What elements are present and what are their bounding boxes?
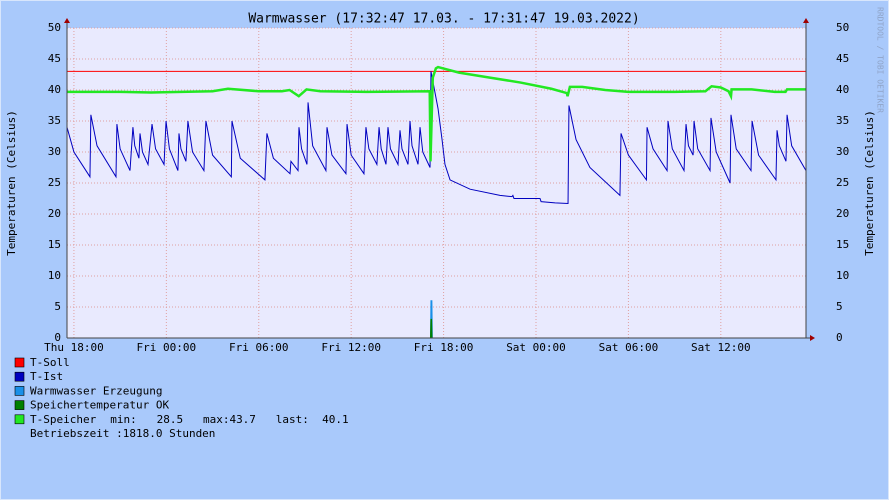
y-tick-label: 5 [54,300,61,313]
line [67,65,806,162]
y2-tick-label: 20 [836,207,849,220]
line [66,71,807,204]
legend-swatch [14,400,25,410]
x-tick-label: Sat 00:00 [506,341,566,354]
y-tick-label: 50 [48,21,61,34]
y-tick-label: 30 [48,145,61,158]
comment: Betriebszeit :1818.0 Stunden [30,427,215,440]
area [429,318,433,339]
y2-tick-label: 0 [836,331,843,344]
axis-arrow [64,18,70,23]
y2-tick-label: 15 [836,238,849,251]
chart-title: Warmwasser (17:32:47 17.03. - 17:31:47 1… [248,12,639,27]
y-tick-label: 10 [48,269,61,282]
x-tick-label: Sat 06:00 [599,341,659,354]
y-tick-label: 45 [48,52,61,65]
legend-label: T-Soll [30,356,70,369]
watermark: RRDTOOL / TOBI OETIKER [876,7,885,113]
y2-axis-label: Temperaturen (Celsius) [863,110,876,256]
legend-swatch [14,371,25,382]
legend-summary: min: 28.5 max:43.7 last: 40.1 [110,413,348,426]
y-tick-label: 15 [48,238,61,251]
legend-label: Warmwasser Erzeugung [30,384,162,397]
legend-label: T-Speicher [30,413,97,426]
axis-arrow [803,18,809,23]
y2-tick-label: 5 [836,300,843,313]
y2-tick-label: 50 [836,21,849,34]
legend-label: Speichertemperatur OK [30,399,169,412]
y2-tick-label: 35 [836,114,849,127]
y2-tick-label: 25 [836,176,849,189]
y2-tick-label: 30 [836,145,849,158]
y2-tick-label: 45 [836,52,849,65]
y-tick-label: 20 [48,207,61,220]
y2-tick-label: 40 [836,83,849,96]
x-tick-label: Fri 18:00 [414,341,474,354]
y-tick-label: 0 [54,331,61,344]
legend-swatch [14,357,25,368]
legend-swatch [14,386,25,396]
x-tick-label: Fri 00:00 [137,341,197,354]
legend-label: T-Ist [30,370,63,383]
x-tick-label: Thu 18:00 [44,341,104,354]
legend-swatch [14,414,25,425]
axis-arrow [810,335,815,341]
y-axis-label: Temperaturen (Celsius) [5,110,18,256]
y2-tick-label: 10 [836,269,849,282]
x-tick-label: Fri 12:00 [321,341,381,354]
y-tick-label: 35 [48,114,61,127]
x-tick-label: Fri 06:00 [229,341,289,354]
y-tick-label: 25 [48,176,61,189]
x-tick-label: Sat 12:00 [691,341,751,354]
y-tick-label: 40 [48,83,61,96]
